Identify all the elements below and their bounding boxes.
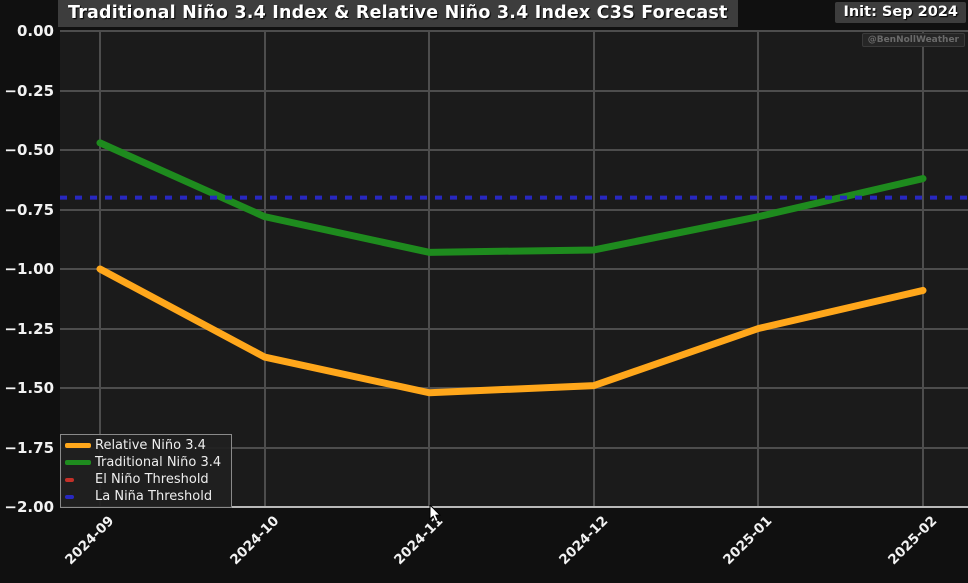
h-gridline: [60, 30, 968, 32]
x-tick-label: 2024-09: [62, 513, 118, 569]
y-tick-label: −1.25: [4, 319, 54, 338]
v-gridline: [263, 31, 266, 507]
x-axis-spine: [60, 506, 968, 508]
v-gridline: [757, 31, 760, 507]
legend-label: Relative Niño 3.4: [95, 438, 206, 453]
v-gridline: [592, 31, 595, 507]
legend-swatch-dash-icon: [65, 477, 95, 482]
h-gridline: [60, 149, 968, 151]
y-tick-label: −1.50: [4, 379, 54, 397]
h-gridline: [60, 268, 968, 270]
y-tick-label: −0.75: [4, 200, 54, 219]
h-gridline: [60, 89, 968, 92]
y-tick-label: −0.50: [4, 141, 54, 159]
legend-item: Relative Niño 3.4: [65, 437, 231, 454]
y-tick-label: −0.25: [4, 81, 54, 100]
h-gridline: [60, 446, 968, 449]
y-tick-label: −1.75: [4, 438, 54, 457]
v-gridline: [428, 31, 431, 507]
h-gridline: [60, 208, 968, 211]
legend-label: El Niño Threshold: [95, 472, 209, 487]
legend-label: La Niña Threshold: [95, 489, 213, 504]
y-tick-label: −2.00: [4, 498, 54, 516]
series-line-relative-ni-o-3-4: [96, 265, 927, 397]
legend-item: El Niño Threshold: [65, 471, 231, 488]
legend-item: Traditional Niño 3.4: [65, 454, 231, 471]
mouse-cursor-icon: [429, 505, 442, 523]
y-tick-label: 0.00: [16, 22, 54, 40]
h-gridline: [60, 327, 968, 330]
legend-label: Traditional Niño 3.4: [95, 455, 222, 470]
init-date-badge: Init: Sep 2024: [835, 2, 966, 23]
y-tick-label: −1.00: [4, 260, 54, 278]
x-tick-label: 2024-10: [226, 513, 282, 569]
chart-title: Traditional Niño 3.4 Index & Relative Ni…: [58, 0, 738, 27]
watermark-badge: @BenNollWeather: [861, 33, 965, 47]
x-tick-label: 2025-01: [720, 513, 776, 569]
x-tick-label: 2024-12: [555, 513, 612, 569]
x-tick-label: 2025-02: [885, 513, 941, 569]
legend-item: La Niña Threshold: [65, 488, 231, 505]
series-line-traditional-ni-o-3-4: [96, 139, 927, 256]
legend-swatch-dash-icon: [65, 494, 95, 499]
chart-lines: [60, 139, 968, 397]
legend-swatch-line-icon: [65, 460, 95, 465]
plot-area: [60, 30, 968, 508]
chart-legend: Relative Niño 3.4 Traditional Niño 3.4 El …: [60, 434, 232, 508]
legend-swatch-line-icon: [65, 443, 95, 448]
v-gridline: [922, 31, 924, 507]
